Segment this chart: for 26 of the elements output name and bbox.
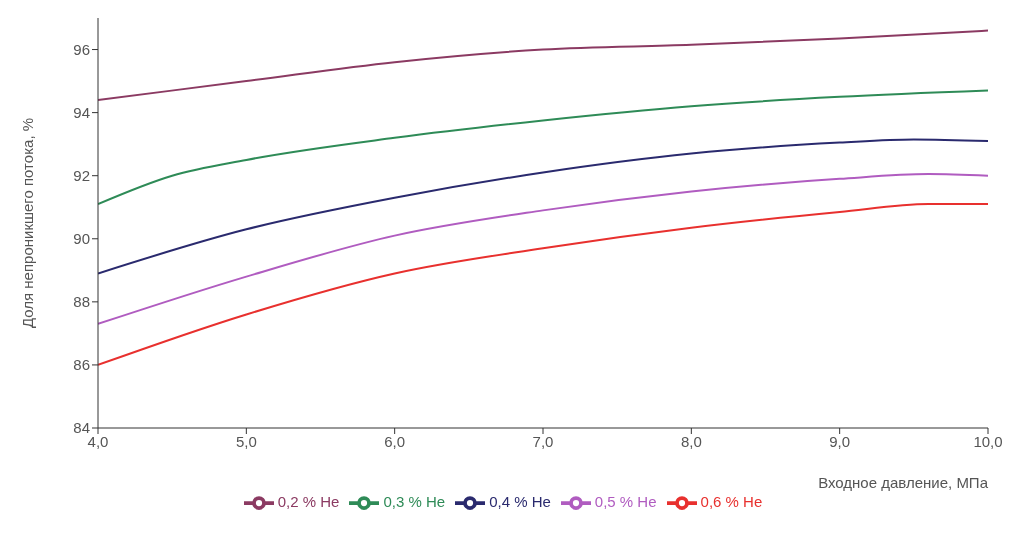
legend-label: 0,5 % He (594, 492, 657, 510)
y-tick-label: 88 (73, 293, 90, 311)
line-series (98, 203, 988, 366)
x-tick-label: 10,0 (973, 432, 1003, 450)
x-tick-label: 9,0 (829, 432, 851, 450)
y-tick-label: 94 (73, 103, 90, 121)
x-axis-title: Входное давление, МПа (818, 474, 989, 491)
legend-label: 0,3 % He (383, 492, 446, 510)
line-series (98, 29, 988, 101)
y-tick-label: 92 (73, 167, 90, 185)
y-tick-label: 96 (73, 40, 90, 58)
x-tick-label: 7,0 (532, 432, 554, 450)
line-series (98, 89, 988, 206)
legend-label: 0,4 % He (489, 492, 551, 510)
x-tick-label: 5,0 (235, 432, 257, 450)
legend-label: 0,2 % He (277, 492, 340, 510)
y-tick-label: 86 (73, 356, 90, 374)
line-series (98, 173, 988, 325)
x-tick-label: 4,0 (87, 432, 109, 450)
y-axis-title: Доля непроникшего потока, % (19, 117, 37, 329)
y-tick-label: 90 (73, 230, 90, 248)
x-tick-label: 6,0 (384, 432, 406, 450)
legend-label: 0,6 % He (700, 492, 763, 510)
y-tick-label: 84 (73, 419, 90, 437)
line-series (98, 138, 988, 275)
x-tick-label: 8,0 (680, 432, 702, 450)
